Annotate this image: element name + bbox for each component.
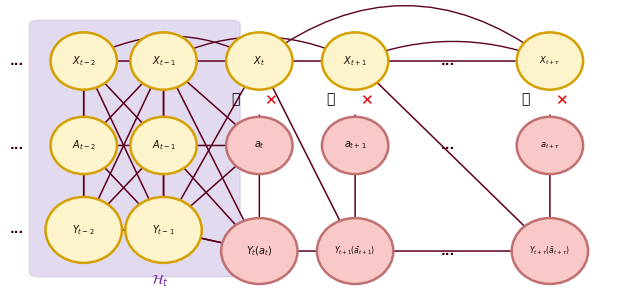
Text: $Y_{t-1}$: $Y_{t-1}$ [152,223,175,237]
FancyArrowPatch shape [91,228,155,232]
FancyArrowPatch shape [362,249,541,253]
FancyArrowPatch shape [362,59,541,63]
Text: $a_{t+\tau}$: $a_{t+\tau}$ [540,140,560,151]
FancyArrowPatch shape [548,154,552,241]
Text: 🔨: 🔨 [326,92,335,106]
Text: $X_{t-1}$: $X_{t-1}$ [152,54,175,68]
FancyArrowPatch shape [170,37,348,58]
Ellipse shape [131,117,196,174]
Text: $Y_{t-2}$: $Y_{t-2}$ [72,223,95,237]
FancyArrowPatch shape [548,68,552,90]
FancyArrowPatch shape [88,66,157,139]
Ellipse shape [131,32,196,90]
Ellipse shape [125,197,202,263]
FancyArrowPatch shape [169,151,253,225]
Text: 🔨: 🔨 [522,92,530,106]
FancyArrowPatch shape [257,154,261,241]
FancyArrowPatch shape [170,59,251,63]
FancyArrowPatch shape [257,115,261,135]
FancyArrowPatch shape [170,231,251,250]
FancyArrowPatch shape [166,67,255,243]
FancyArrowPatch shape [265,5,543,57]
FancyArrowPatch shape [161,68,166,137]
Ellipse shape [516,117,583,174]
FancyBboxPatch shape [29,20,240,277]
FancyArrowPatch shape [170,144,251,148]
FancyArrowPatch shape [548,115,552,135]
FancyArrowPatch shape [353,115,357,135]
Text: $a_{t+1}$: $a_{t+1}$ [344,140,367,152]
FancyArrowPatch shape [161,68,166,221]
Text: $X_t$: $X_t$ [253,54,266,68]
FancyArrowPatch shape [90,36,252,58]
FancyArrowPatch shape [91,59,155,63]
FancyArrowPatch shape [86,67,160,222]
Text: $Y_t(a_t)$: $Y_t(a_t)$ [246,244,273,258]
FancyArrowPatch shape [262,67,351,243]
FancyArrowPatch shape [353,68,357,90]
FancyArrowPatch shape [82,68,86,137]
Ellipse shape [317,218,394,284]
Text: ✕: ✕ [264,93,277,108]
FancyArrowPatch shape [362,42,542,58]
FancyArrowPatch shape [88,151,157,224]
Text: ...: ... [10,223,24,236]
FancyArrowPatch shape [88,67,157,140]
FancyArrowPatch shape [82,152,86,221]
Text: 🔨: 🔨 [231,92,239,106]
Ellipse shape [45,197,122,263]
Ellipse shape [221,218,298,284]
Text: $Y_{t+1}(\bar{a}_{t+1})$: $Y_{t+1}(\bar{a}_{t+1})$ [335,245,376,257]
Text: ✕: ✕ [360,93,373,108]
Ellipse shape [512,218,588,284]
FancyArrowPatch shape [161,152,166,221]
FancyArrowPatch shape [88,152,157,225]
Text: $X_{t+\tau}$: $X_{t+\tau}$ [540,55,561,67]
Text: ...: ... [10,139,24,152]
Ellipse shape [322,117,388,174]
FancyArrowPatch shape [91,144,155,148]
FancyArrowPatch shape [168,151,253,245]
FancyArrowPatch shape [167,68,255,224]
Ellipse shape [516,32,583,90]
Ellipse shape [322,32,388,90]
Ellipse shape [51,32,117,90]
FancyArrowPatch shape [169,66,253,140]
Text: $A_{t-1}$: $A_{t-1}$ [152,138,175,152]
Text: ✕: ✕ [555,93,568,108]
Ellipse shape [226,32,292,90]
FancyArrowPatch shape [266,59,346,63]
Text: ...: ... [440,245,455,258]
Text: ...: ... [10,55,24,68]
Text: $X_{t+1}$: $X_{t+1}$ [343,54,367,68]
FancyArrowPatch shape [257,68,261,90]
FancyArrowPatch shape [360,66,544,245]
FancyArrowPatch shape [86,69,160,224]
Text: ...: ... [440,55,455,68]
Text: $A_{t-2}$: $A_{t-2}$ [72,138,95,152]
Text: $X_{t-2}$: $X_{t-2}$ [72,54,95,68]
FancyArrowPatch shape [170,231,251,250]
FancyArrowPatch shape [353,154,357,241]
Text: $\mathcal{H}_t$: $\mathcal{H}_t$ [152,274,169,289]
Text: $Y_{t+\tau}(\bar{a}_{t+\tau})$: $Y_{t+\tau}(\bar{a}_{t+\tau})$ [529,245,570,257]
FancyArrowPatch shape [266,249,346,253]
Text: $a_t$: $a_t$ [254,140,265,152]
FancyArrowPatch shape [82,68,86,221]
Text: ...: ... [440,139,455,152]
Ellipse shape [226,117,292,174]
Ellipse shape [51,117,117,174]
